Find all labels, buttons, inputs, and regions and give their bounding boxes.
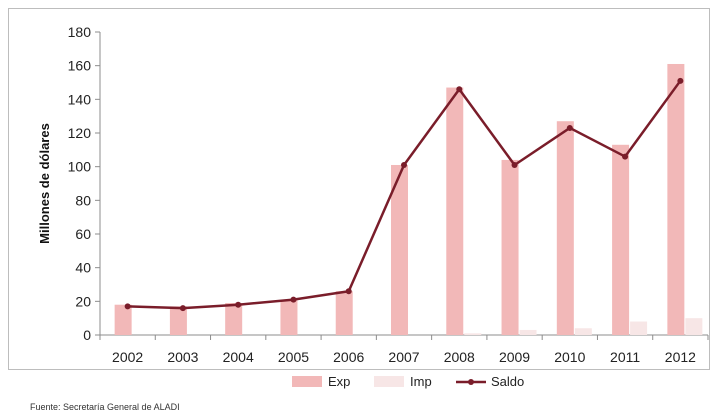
exp-bar — [225, 303, 243, 335]
y-tick-label: 60 — [75, 226, 91, 242]
x-tick-label: 2012 — [665, 349, 696, 365]
saldo-point — [622, 153, 629, 160]
saldo-point — [290, 296, 297, 303]
saldo-point — [235, 301, 242, 308]
x-tick-label: 2011 — [610, 349, 640, 365]
y-tick-label: 0 — [83, 327, 91, 343]
y-tick-label: 160 — [68, 58, 92, 74]
saldo-point — [677, 77, 684, 84]
saldo-point — [124, 303, 131, 310]
exp-bar — [667, 63, 685, 335]
x-tick-label: 2007 — [388, 349, 419, 365]
saldo-line-series — [124, 77, 684, 312]
exp-bar — [114, 304, 132, 335]
source-note: Fuente: Secretaría General de ALADI — [30, 402, 180, 412]
exp-bar — [446, 87, 464, 335]
exp-bar — [280, 299, 298, 335]
legend-saldo-label: Saldo — [491, 374, 524, 389]
legend-imp-label: Imp — [410, 374, 432, 389]
y-tick-label: 100 — [68, 159, 92, 175]
x-tick-label: 2009 — [499, 349, 530, 365]
saldo-point — [401, 161, 407, 168]
saldo-point — [179, 305, 186, 312]
saldo-point — [511, 161, 518, 168]
y-tick-label: 40 — [75, 260, 91, 276]
legend-imp-swatch — [374, 376, 404, 387]
x-tick-label: 2004 — [223, 349, 254, 365]
tick-labels: 0 20 40 60 80 100 120 140 160 180 2002 2003 2004 2005… — [37, 24, 696, 365]
exp-bar — [612, 144, 630, 335]
imp-bar — [630, 321, 648, 335]
x-tick-label: 2010 — [554, 349, 585, 365]
x-tick-label: 2006 — [333, 349, 364, 365]
legend: Exp Imp Saldo — [292, 374, 524, 389]
imp-bar — [519, 329, 537, 335]
x-tick-label: 2003 — [167, 349, 198, 365]
exp-bar — [501, 159, 519, 335]
x-tick-label: 2008 — [444, 349, 475, 365]
exp-bar — [556, 121, 574, 335]
y-tick-label: 120 — [68, 125, 92, 141]
chart: 0 20 40 60 80 100 120 140 160 180 2002 2003 2004 2005… — [37, 24, 709, 389]
x-tick-label: 2005 — [278, 349, 309, 365]
y-tick-label: 80 — [75, 192, 91, 208]
exp-bar — [169, 306, 187, 335]
legend-saldo-marker — [468, 379, 474, 385]
saldo-point — [456, 86, 463, 93]
x-tick-label: 2002 — [112, 349, 143, 365]
imp-bar — [685, 318, 703, 335]
imp-bar — [574, 328, 592, 335]
legend-exp-label: Exp — [328, 374, 350, 389]
legend-exp-swatch — [292, 376, 322, 387]
imp-bar — [464, 333, 482, 335]
y-tick-label: 140 — [68, 91, 92, 107]
saldo-point — [566, 124, 573, 131]
bars — [114, 63, 703, 335]
exp-bar — [391, 164, 408, 335]
saldo-point — [345, 288, 352, 295]
y-tick-label: 20 — [75, 293, 91, 309]
exp-bar — [335, 291, 353, 335]
y-tick-label: 180 — [68, 24, 92, 40]
y-axis-title: Millones de dólares — [37, 123, 52, 244]
